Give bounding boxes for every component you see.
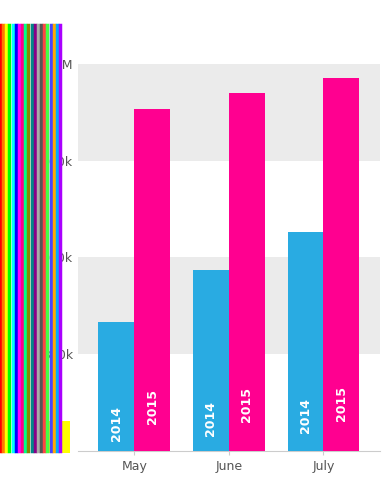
Text: 2015: 2015 <box>241 387 253 422</box>
Bar <box>229 93 265 451</box>
Bar <box>78 258 380 354</box>
Bar <box>78 64 380 160</box>
Text: 2015: 2015 <box>146 389 159 423</box>
Bar <box>193 270 229 451</box>
Bar <box>324 78 359 451</box>
Text: 2014: 2014 <box>204 401 217 436</box>
Text: 2015: 2015 <box>335 386 348 421</box>
Bar <box>99 322 134 451</box>
Bar <box>134 109 170 451</box>
Text: 2014: 2014 <box>299 398 312 433</box>
Bar <box>288 231 324 451</box>
Text: 2014: 2014 <box>110 406 123 440</box>
